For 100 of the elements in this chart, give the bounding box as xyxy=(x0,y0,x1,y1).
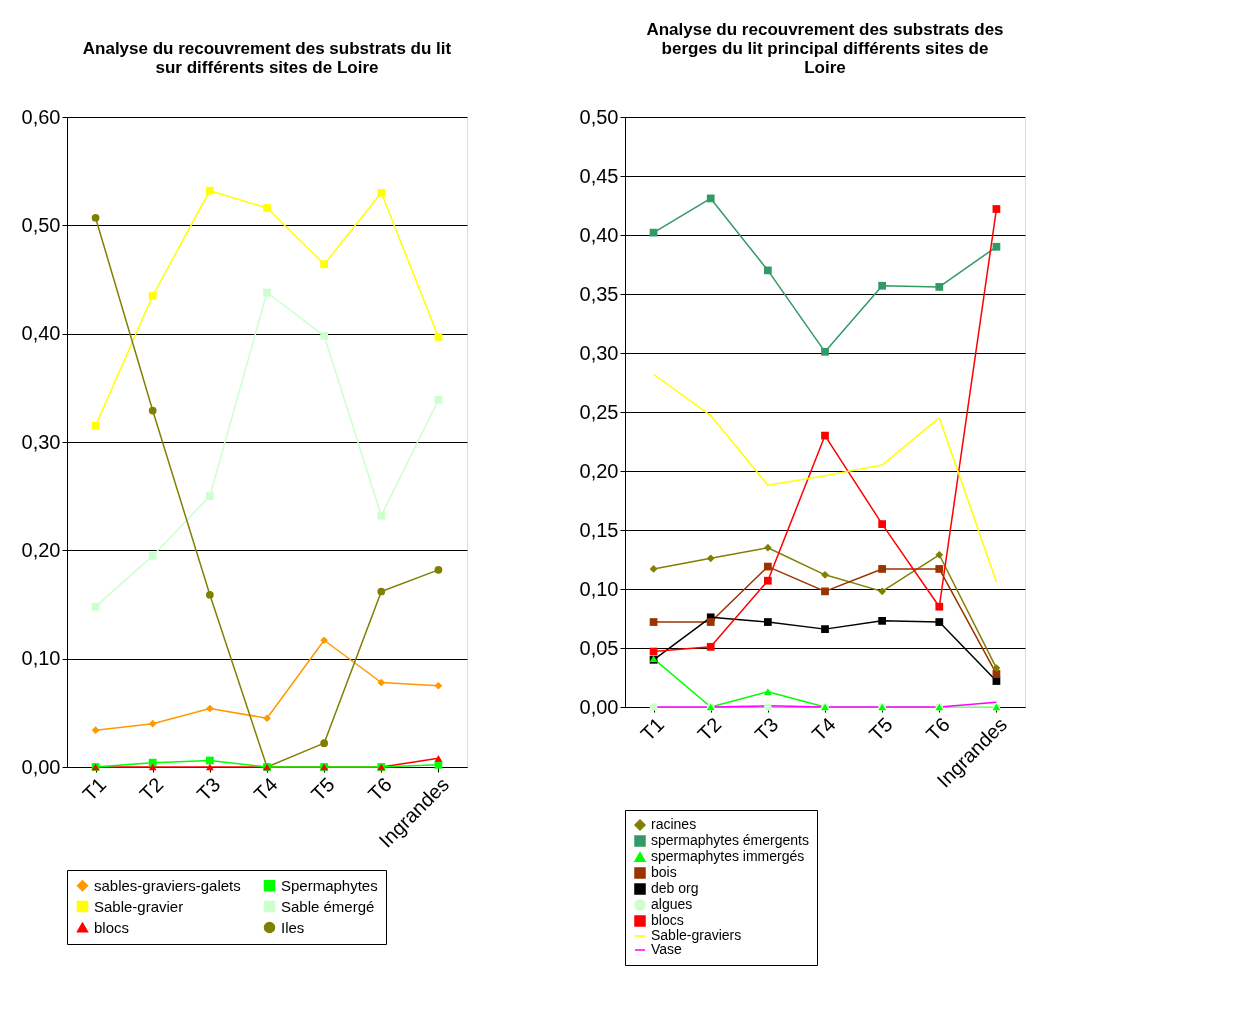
point xyxy=(878,520,887,528)
line-series xyxy=(652,373,998,583)
point xyxy=(377,587,386,596)
point xyxy=(320,739,329,748)
point xyxy=(992,205,1001,213)
point xyxy=(992,242,1001,251)
point xyxy=(91,421,100,430)
y-tick-label: 0,35 xyxy=(579,282,619,305)
point xyxy=(148,406,157,415)
x-tick-label: T5 xyxy=(864,713,897,746)
point xyxy=(148,291,157,300)
chart-title: Analyse du recouvrement des substrats du lit sur différents sites de Loire xyxy=(82,39,452,77)
y-tick-label: 0,30 xyxy=(579,341,619,364)
legend-label: bois xyxy=(651,864,677,880)
point xyxy=(91,213,100,222)
point xyxy=(377,678,386,687)
point xyxy=(320,260,329,269)
point xyxy=(763,618,772,626)
legend-label: deb org xyxy=(651,880,699,896)
x-tick-label: T4 xyxy=(249,773,282,806)
point xyxy=(878,565,887,573)
point xyxy=(91,602,100,611)
point xyxy=(649,565,658,573)
point xyxy=(706,194,715,203)
point xyxy=(821,431,829,440)
x-tick-label: T5 xyxy=(306,773,339,806)
chart-title: Analyse du recouvrement des substrats des berges du lit principal différents sites de Loire xyxy=(646,20,1004,77)
y-tick-label: 0,60 xyxy=(21,105,61,128)
y-tick-label: 0,40 xyxy=(21,322,61,345)
point xyxy=(434,395,443,404)
point xyxy=(649,618,658,626)
legend-label: spermaphytes immergés xyxy=(651,848,805,864)
y-tick-label: 0,20 xyxy=(579,459,619,482)
legend-label: blocs xyxy=(94,918,130,936)
point xyxy=(434,565,443,574)
point xyxy=(878,281,887,290)
y-tick-label: 0,30 xyxy=(21,430,61,453)
point xyxy=(935,565,944,573)
point xyxy=(706,554,715,563)
point xyxy=(434,754,443,762)
point xyxy=(763,543,772,552)
y-tick-label: 0,50 xyxy=(21,213,61,236)
legend-label: Sable-gravier xyxy=(94,897,184,915)
point xyxy=(320,331,329,340)
legend-label: sables-graviers-galets xyxy=(94,876,241,894)
point xyxy=(91,726,100,735)
point xyxy=(763,703,772,711)
y-tick-label: 0,25 xyxy=(579,400,619,423)
point xyxy=(821,347,829,356)
point xyxy=(434,333,443,341)
y-tick-label: 0,50 xyxy=(579,105,619,128)
point xyxy=(263,288,271,297)
x-tick-label: T1 xyxy=(78,773,111,806)
point xyxy=(935,550,944,559)
point xyxy=(649,703,658,711)
y-tick-label: 0,10 xyxy=(579,577,619,600)
y-tick-label: 0,00 xyxy=(579,695,619,718)
point xyxy=(205,492,214,501)
legend-label: spermaphytes émergents xyxy=(651,832,809,848)
y-tick-label: 0,40 xyxy=(579,223,619,246)
x-tick-label: T2 xyxy=(135,773,168,806)
x-tick-label: T3 xyxy=(750,713,783,746)
point xyxy=(434,681,443,690)
point xyxy=(649,228,658,237)
x-tick-label: T3 xyxy=(192,773,225,806)
point xyxy=(878,587,887,596)
x-tick-label: T4 xyxy=(807,713,840,746)
point xyxy=(706,642,715,651)
point xyxy=(935,602,944,611)
point xyxy=(377,188,386,197)
point xyxy=(320,636,329,645)
legend-label: racines xyxy=(651,816,697,832)
legend-label: blocs xyxy=(651,912,684,928)
point xyxy=(763,562,772,571)
point xyxy=(205,186,214,195)
x-tick-label: T1 xyxy=(636,713,669,746)
point xyxy=(205,704,214,713)
y-tick-label: 0,15 xyxy=(579,518,619,541)
point xyxy=(263,714,271,723)
point xyxy=(205,756,214,765)
y-tick-label: 0,20 xyxy=(21,538,61,561)
legend-label: algues xyxy=(651,896,693,912)
point xyxy=(821,625,829,633)
point xyxy=(935,283,944,291)
legend-label: Iles xyxy=(281,918,305,936)
point xyxy=(992,664,1001,672)
point xyxy=(763,266,772,275)
y-tick-label: 0,10 xyxy=(21,647,61,670)
point xyxy=(878,616,887,625)
point xyxy=(763,688,772,696)
legend-label: Sable-graviers xyxy=(651,927,742,943)
legend-label: Vase xyxy=(651,941,683,957)
y-tick-label: 0,05 xyxy=(579,636,619,659)
x-tick-label: T2 xyxy=(693,713,726,746)
point xyxy=(706,618,715,626)
y-tick-label: 0,00 xyxy=(21,755,61,778)
point xyxy=(148,719,157,728)
legend-label: Sable émergé xyxy=(281,897,375,915)
legend-label: Spermaphytes xyxy=(281,876,378,894)
point xyxy=(263,204,271,212)
